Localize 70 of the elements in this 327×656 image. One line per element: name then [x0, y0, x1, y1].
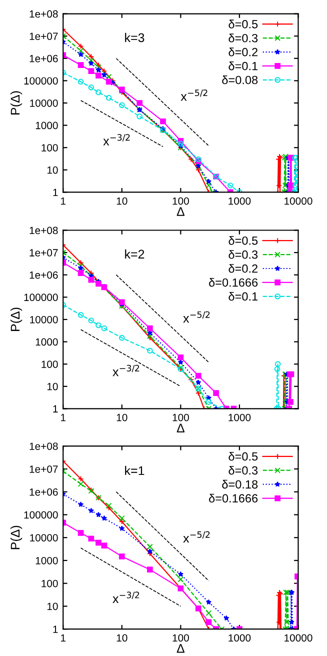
y-tick-label: 1e+07	[30, 32, 58, 40]
x-tick-label: 1000	[228, 414, 251, 422]
y-tick-label: 10000	[30, 534, 58, 542]
y-axis-title: P(Δ)	[10, 308, 22, 331]
y-tick-label: 1000	[36, 556, 58, 564]
annotation: k=3	[125, 32, 144, 42]
annotation: k=2	[125, 249, 144, 258]
y-tick-label: 100	[42, 580, 58, 588]
x-tick-label: 10	[116, 634, 128, 642]
y-tick-label: 1	[53, 405, 58, 412]
x-axis-title: Δ	[176, 424, 184, 432]
legend-label: δ=0.1666	[209, 278, 258, 287]
legend-label: δ=0.2	[228, 48, 258, 56]
x-tick-label: 1000	[228, 634, 251, 642]
y-tick-label: 100000	[24, 77, 58, 85]
legend-label: δ=0.5	[228, 236, 258, 245]
x-tick-label: 10000	[284, 197, 312, 205]
legend-label: δ=0.5	[228, 20, 258, 28]
y-tick-label: 100000	[24, 511, 58, 519]
x-axis-title: Δ	[176, 207, 184, 216]
y-tick-label: 1000	[36, 122, 58, 130]
y-tick-label: 100	[42, 360, 58, 368]
y-tick-label: 1e+06	[30, 271, 58, 279]
x-tick-label: 100	[172, 414, 189, 422]
x-tick-label: 1	[61, 414, 66, 422]
legend-label: δ=0.1	[228, 292, 258, 301]
legend-label: δ=0.1	[228, 62, 258, 70]
y-tick-label: 1e+07	[30, 465, 58, 473]
legend-label: δ=0.5	[228, 452, 258, 461]
y-tick-label: 10	[47, 166, 58, 174]
legend-label: δ=0.3	[228, 34, 258, 42]
y-tick-label: 1e+06	[30, 54, 58, 62]
legend-label: δ=0.2	[228, 264, 258, 273]
annotation: x$^{−3/2}$	[103, 134, 130, 146]
y-tick-label: 10	[47, 602, 58, 610]
y-axis-title: P(Δ)	[10, 526, 22, 550]
y-tick-label: 1e+08	[30, 442, 58, 450]
annotation: x$^{−3/2}$	[112, 364, 140, 376]
y-tick-label: 10000	[30, 316, 58, 324]
y-tick-label: 1e+07	[30, 249, 58, 256]
legend-label: δ=0.18	[222, 480, 258, 489]
legend-label: δ=0.3	[228, 466, 258, 475]
y-tick-label: 1e+06	[30, 488, 58, 496]
x-tick-label: 10	[116, 414, 128, 422]
x-tick-label: 1000	[228, 197, 251, 205]
y-tick-label: 1	[53, 188, 58, 196]
legend-label: δ=0.3	[228, 250, 258, 259]
x-tick-label: 10000	[284, 634, 312, 642]
legend-label: δ=0.1666	[209, 494, 258, 503]
y-tick-label: 1e+08	[30, 226, 58, 234]
y-tick-label: 100000	[24, 294, 58, 302]
x-tick-label: 100	[172, 197, 189, 205]
legend-label: δ=0.08	[222, 76, 258, 84]
y-tick-label: 100	[42, 144, 58, 152]
annotation: x$^{−5/2}$	[183, 311, 210, 323]
annotation: k=1	[125, 466, 144, 475]
x-tick-label: 100	[172, 634, 189, 642]
annotation: x$^{−5/2}$	[180, 89, 208, 101]
annotation: x$^{−5/2}$	[183, 531, 210, 543]
y-tick-label: 1000	[36, 338, 58, 346]
x-tick-label: 1	[61, 634, 66, 642]
y-tick-label: 10	[47, 382, 58, 390]
y-tick-label: 10000	[30, 99, 58, 107]
x-tick-label: 10	[116, 197, 128, 205]
y-axis-title: P(Δ)	[10, 91, 22, 114]
y-tick-label: 1	[53, 626, 58, 633]
x-tick-label: 1	[61, 197, 66, 205]
annotation: x$^{−3/2}$	[112, 592, 140, 603]
x-axis-title: Δ	[176, 644, 184, 653]
y-tick-label: 1e+08	[30, 10, 58, 18]
